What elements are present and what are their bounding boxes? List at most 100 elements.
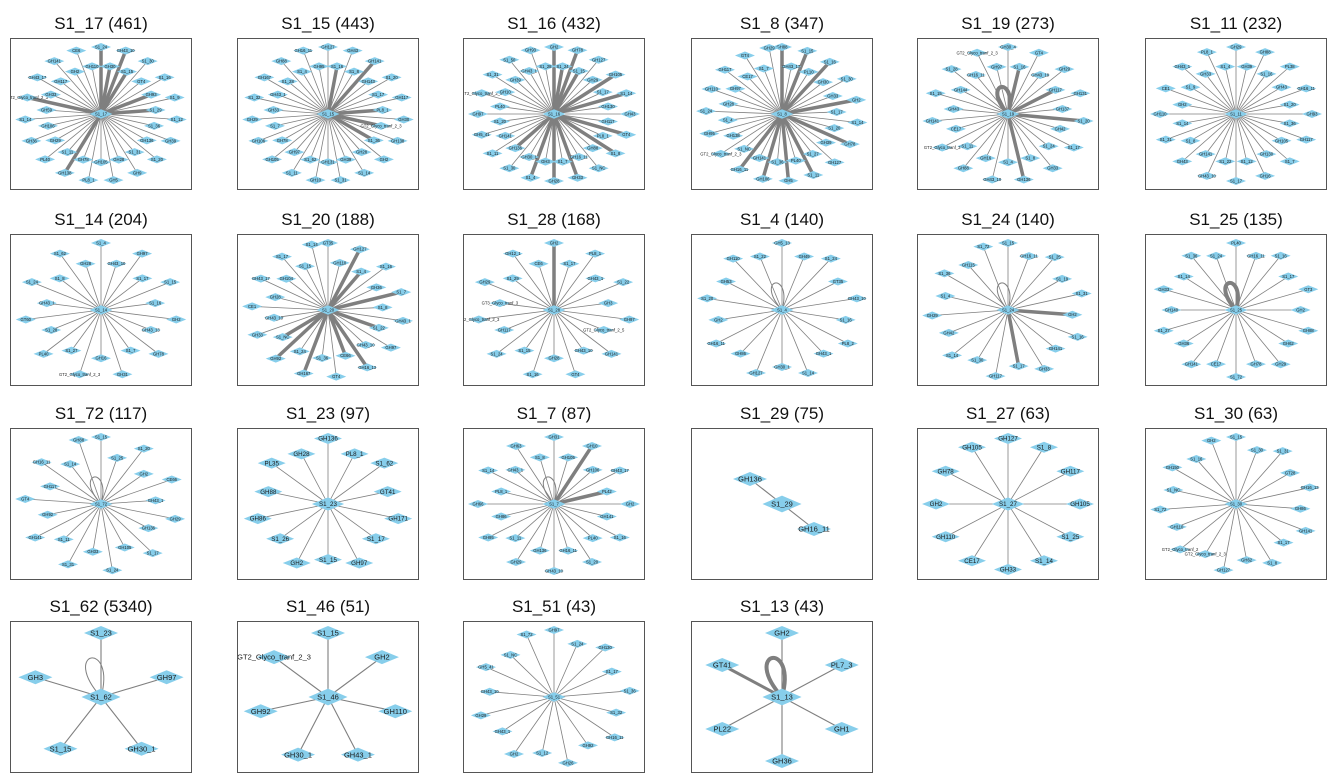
node-diamond xyxy=(1236,157,1257,166)
node-diamond xyxy=(242,115,263,124)
center-node: S1_14 xyxy=(89,305,113,315)
node-diamond xyxy=(21,136,42,145)
node-label: GH33 xyxy=(87,549,99,554)
node-label: GH33 xyxy=(1158,287,1170,292)
network-node: S1_16 xyxy=(1270,251,1291,260)
network-box: GH5_13 GH49 S1_24 GT35 GH43_10 S1_16 PL8_2 GH43… xyxy=(691,234,873,386)
edge xyxy=(100,113,138,174)
node-label: S1_19 xyxy=(1056,276,1069,281)
node-label: S1_4 xyxy=(723,118,733,123)
network-node: GH97 xyxy=(284,148,305,157)
network-node: S1_11 xyxy=(505,534,526,543)
node-label: GH39 xyxy=(821,140,833,145)
network-node: GH88 xyxy=(271,57,292,66)
edge xyxy=(501,503,555,517)
network-node: GH141 xyxy=(922,117,943,126)
node-diamond xyxy=(262,155,283,164)
edge xyxy=(1181,66,1237,115)
node-label: GH110 xyxy=(727,256,741,261)
network-node: S1_20 xyxy=(381,73,402,82)
node-diamond xyxy=(616,130,637,139)
network-node: GH30_1 xyxy=(281,747,316,762)
node-label: S1_14 xyxy=(802,370,815,375)
node-label: GH105 xyxy=(562,455,576,460)
node-diamond xyxy=(596,487,617,496)
network-node: GH43_17 xyxy=(609,466,630,475)
network-node: GH117 xyxy=(1296,135,1317,144)
node-diamond xyxy=(326,372,347,381)
edge xyxy=(1235,503,1284,543)
node-diamond xyxy=(1224,305,1248,315)
network-graph: GT35GH110GH127S1_4S1_16GH36S1_7S1_8GH43_… xyxy=(242,239,413,381)
node-diamond xyxy=(544,567,564,575)
panel-title: S1_51 (43) xyxy=(511,597,597,616)
edge xyxy=(1206,113,1237,177)
edge xyxy=(707,297,783,311)
node-label: S1_8 xyxy=(777,111,787,116)
node-diamond xyxy=(491,512,512,521)
network-node: S1_7 xyxy=(120,346,141,355)
node-label: S1_72 xyxy=(1154,507,1167,512)
panel-title: S1_46 (51) xyxy=(285,597,371,616)
node-diamond xyxy=(1195,150,1216,159)
node-label: GH2 xyxy=(714,317,723,322)
network-node: S1_16 xyxy=(1009,62,1030,71)
edge xyxy=(1007,470,1071,505)
network-node: S1_14 xyxy=(847,118,868,127)
network-node: GH43_10 xyxy=(1196,171,1217,180)
network-node: GH127 xyxy=(824,158,845,167)
edge xyxy=(100,302,156,311)
node-label: S1_NC xyxy=(592,166,606,171)
node-diamond xyxy=(1271,136,1292,145)
node-diamond xyxy=(542,109,566,119)
node-diamond xyxy=(986,62,1007,71)
node-label: S1_72 xyxy=(95,501,108,506)
edge xyxy=(100,60,148,115)
edge xyxy=(781,113,827,144)
network-node: GH78 xyxy=(931,465,960,477)
node-label: GH28 xyxy=(270,295,282,300)
network-node: S1_7 xyxy=(753,64,774,73)
edge xyxy=(1210,440,1237,505)
network-node: S1_72 xyxy=(973,242,994,251)
node-diamond xyxy=(506,441,526,450)
edge xyxy=(932,309,1009,316)
node-diamond xyxy=(257,650,292,665)
node-label: S1_30 xyxy=(503,166,516,171)
node-diamond xyxy=(318,43,338,51)
panel-title: S1_72 (117) xyxy=(54,404,148,423)
network-node: S1_24 xyxy=(102,566,123,575)
edge xyxy=(976,309,1009,361)
node-diamond xyxy=(263,106,284,115)
edge xyxy=(781,78,847,115)
edge xyxy=(768,47,783,115)
node-label: GH2 xyxy=(1178,102,1187,107)
node-diamond xyxy=(535,157,556,166)
node-diamond xyxy=(1030,70,1051,79)
network-node: GH33 xyxy=(1034,364,1055,373)
edge xyxy=(781,309,846,321)
node-label: S1_12 xyxy=(536,750,549,755)
node-label: S1_7 xyxy=(126,348,136,353)
node-diamond xyxy=(815,138,836,147)
edge xyxy=(528,113,556,179)
node-label: GT4 xyxy=(622,132,631,137)
node-diamond xyxy=(994,564,1022,575)
node-label: S1_20 xyxy=(322,307,335,312)
edge xyxy=(327,262,341,311)
edge xyxy=(1007,309,1045,370)
node-label: S1_14 xyxy=(64,462,77,467)
edge xyxy=(553,112,627,137)
edge xyxy=(553,253,596,311)
network-node: S1_15 xyxy=(295,262,316,271)
network-node: S1_17 xyxy=(1008,362,1029,371)
network-node: GH62 xyxy=(1236,556,1257,565)
node-diamond xyxy=(44,57,65,66)
node-diamond xyxy=(1298,285,1319,294)
node-diamond xyxy=(486,349,507,358)
edge-layer xyxy=(25,243,177,375)
edge xyxy=(1006,309,1021,367)
edge xyxy=(54,60,102,115)
network-node: GT2_Glyco_tranf_2_3 xyxy=(956,48,998,57)
network-node: GH33 xyxy=(247,330,268,339)
